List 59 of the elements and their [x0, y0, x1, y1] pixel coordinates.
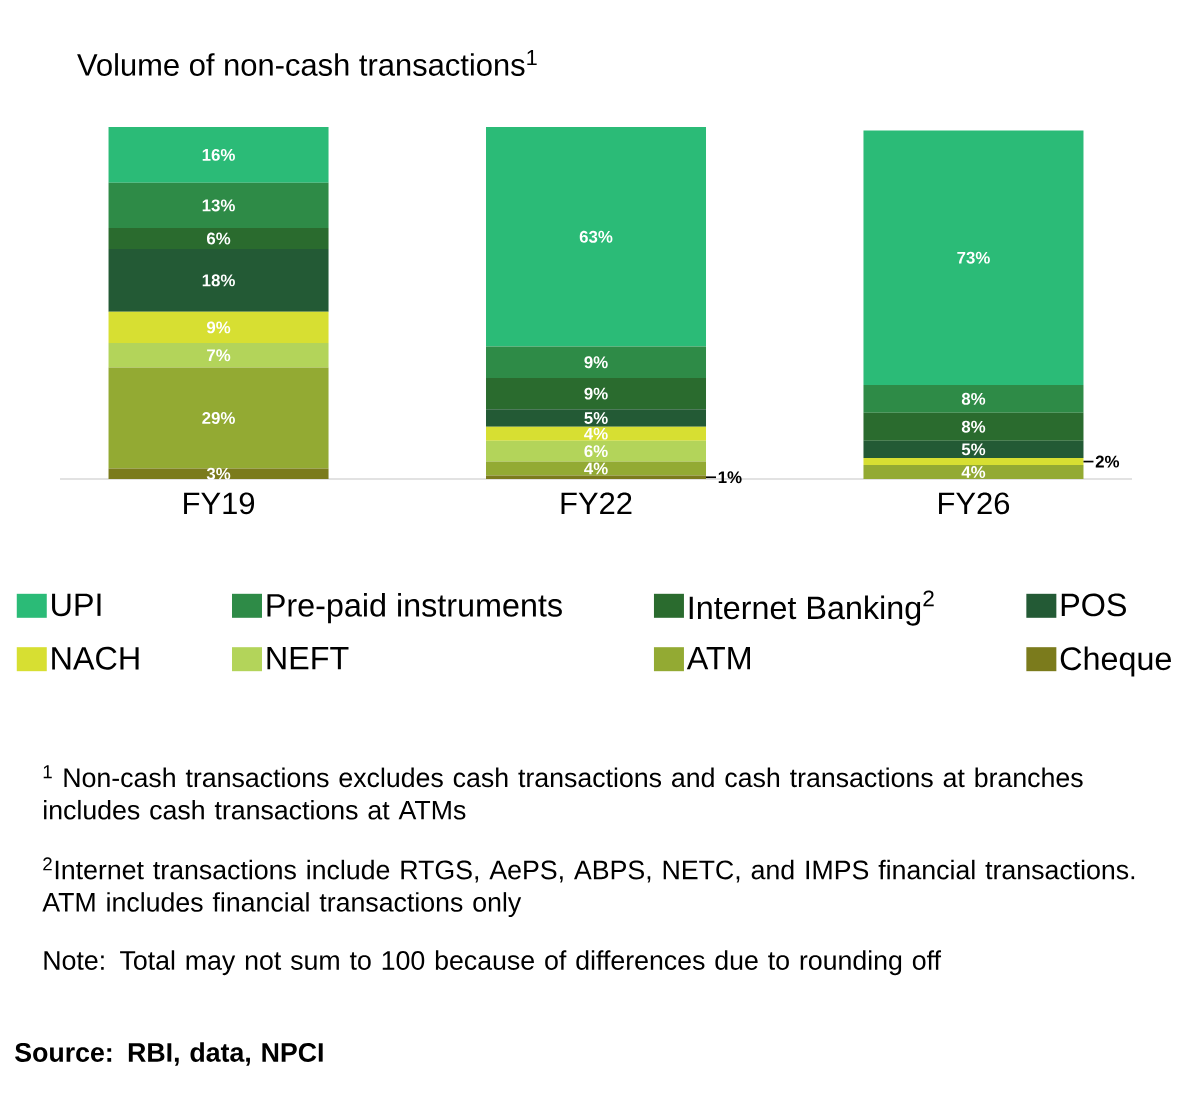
- bar: [486, 461, 707, 476]
- data-label: 9%: [584, 387, 608, 400]
- legend-label: ATM: [686, 647, 750, 670]
- data-label: 16%: [202, 148, 235, 161]
- data-label: 18%: [202, 274, 235, 287]
- text: $^{2}$Internet transactions include RTGS, AePS, ABPS, NETC, and IMPS financial transactions. ATM includes financial transactions only: [42, 857, 1135, 918]
- bar: [486, 126, 707, 347]
- data-label: 8%: [961, 420, 986, 433]
- bar: [108, 311, 329, 344]
- data-label: 63%: [579, 230, 613, 243]
- text: Note: Total may not sum to 100 because of differences due to rounding off: [44, 950, 942, 976]
- data-label: 13%: [202, 199, 235, 212]
- x-tick-label: FY19: [184, 492, 255, 515]
- data-label: 3%: [206, 467, 231, 480]
- data-label: 2%: [1095, 455, 1120, 468]
- bar: [486, 346, 707, 378]
- x-tick-label: FY22: [561, 492, 632, 514]
- data-label: 29%: [202, 412, 235, 424]
- legend-label: UPI: [52, 593, 101, 617]
- data-label: 6%: [584, 445, 608, 458]
- bar: [486, 377, 707, 410]
- bar: [108, 248, 329, 312]
- bar: [863, 384, 1084, 413]
- bar: [863, 458, 1084, 466]
- legend-label: NEFT: [267, 647, 349, 670]
- chart-title: Volume of non-cash transactions$^{1}$: [77, 50, 537, 76]
- bar: [486, 426, 707, 441]
- bar: [108, 228, 329, 249]
- source-note: Source: RBI, data, NPCI: [15, 1042, 323, 1066]
- data-label: 4%: [584, 427, 608, 440]
- x-tick-label: FY26: [939, 492, 1010, 515]
- data-label: 1%: [718, 471, 742, 484]
- bar: [108, 468, 329, 479]
- bar: [486, 409, 707, 427]
- legend-label: NACH: [52, 646, 139, 670]
- bar: [863, 465, 1084, 479]
- bar: [486, 440, 707, 462]
- data-label: 6%: [206, 232, 231, 245]
- data-label: 8%: [961, 392, 986, 405]
- legend-label: Cheque: [1060, 646, 1171, 677]
- legend-label: Pre-paid instruments: [267, 593, 562, 624]
- data-label: 5%: [961, 443, 986, 456]
- data-label: 4%: [961, 466, 986, 478]
- bar: [863, 130, 1084, 385]
- bar: [108, 343, 329, 368]
- data-label: 7%: [207, 349, 231, 362]
- text: $^{1}$ Non-cash transactions excludes cash transactions and cash transactions at branches includes cash transactions at ATMs: [43, 765, 1083, 820]
- data-label: 5%: [584, 412, 608, 424]
- data-label: 73%: [957, 251, 990, 264]
- data-label: 9%: [206, 321, 231, 334]
- legend-label: POS: [1061, 593, 1126, 617]
- bar: [108, 126, 329, 183]
- data-label: 4%: [584, 462, 608, 475]
- legend-label: Internet Banking$^{2}$: [689, 590, 934, 626]
- bar: [108, 182, 329, 229]
- bar: [108, 367, 329, 469]
- data-label: 9%: [584, 356, 608, 369]
- bar: [863, 412, 1084, 441]
- bar: [863, 440, 1084, 459]
